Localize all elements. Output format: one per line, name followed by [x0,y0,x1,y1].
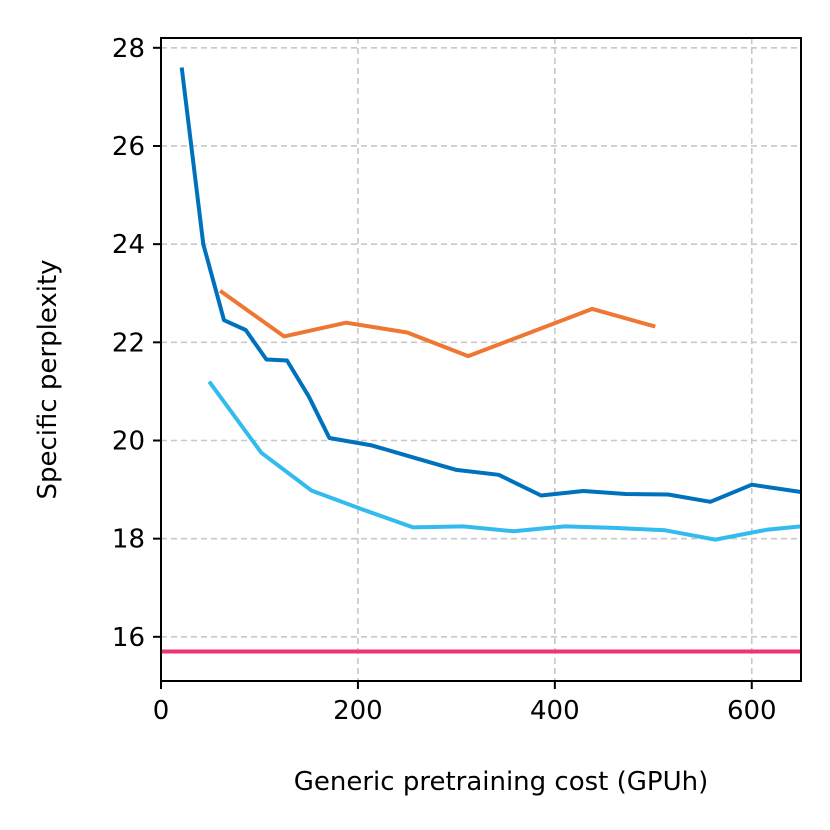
series-line-dark-blue [179,67,802,504]
axis-ticks: 0 200 400 600 16 18 20 22 24 26 28 [112,34,777,726]
x-axis-label: Generic pretraining cost (GPUh) [294,767,709,797]
y-tick-label: 22 [112,328,145,358]
x-tick-label: 200 [333,696,383,726]
grid-lines [160,38,801,681]
series-lines [161,67,802,654]
plot-frame [160,37,802,682]
y-tick-label: 20 [112,426,145,456]
y-tick-label: 24 [112,230,145,260]
y-tick-label: 26 [112,132,145,162]
y-tick-label: 18 [112,525,145,555]
x-tick-label: 400 [530,696,580,726]
x-tick-label: 0 [153,696,170,726]
series-line-light-blue [207,380,802,542]
y-axis-label: Specific perplexity [33,259,63,499]
y-tick-label: 16 [112,623,145,653]
series-line-orange [218,289,656,359]
x-tick-label: 600 [727,696,777,726]
y-tick-label: 28 [112,34,145,64]
